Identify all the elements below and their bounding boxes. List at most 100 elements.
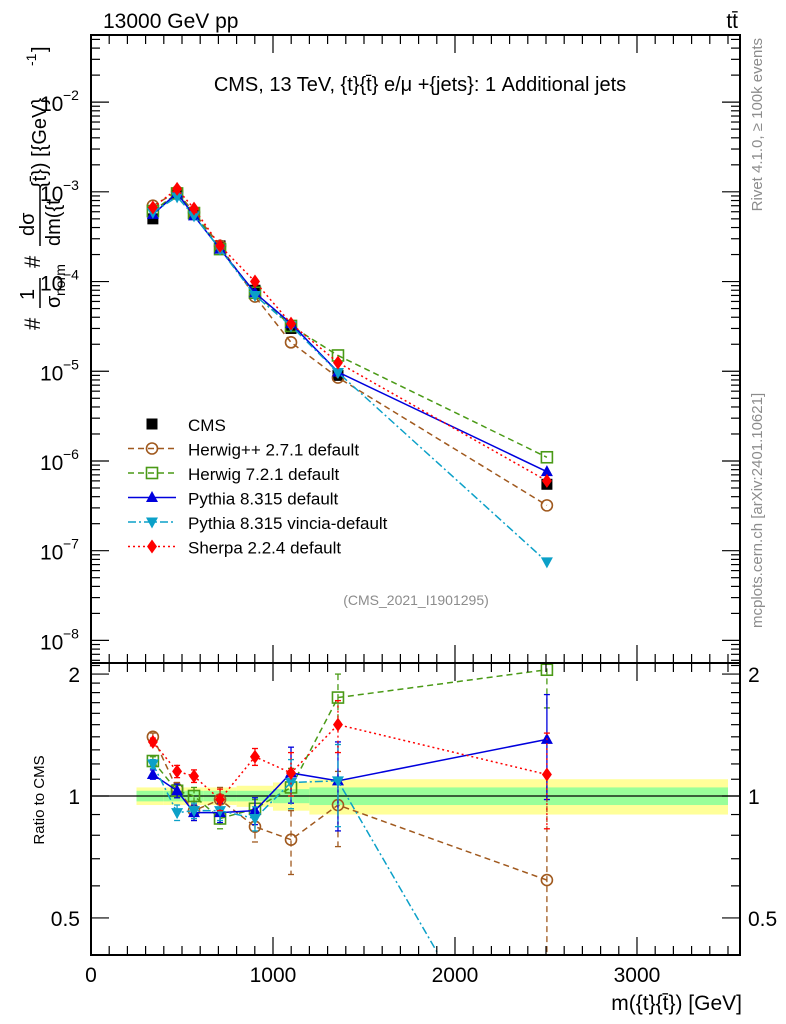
- legend-label: Pythia 8.315 default: [188, 490, 339, 509]
- ratio-y-tick-label-right: 2: [748, 664, 760, 687]
- ratio-point: [541, 767, 552, 782]
- y-tick-base: 10: [40, 93, 63, 116]
- ratio-y-tick-label-right: 1: [748, 786, 760, 809]
- data-point: [540, 557, 553, 569]
- data-point: [540, 450, 554, 464]
- y-tick-base: 10: [40, 452, 63, 475]
- y-label-exponent: -1: [23, 53, 39, 66]
- y-label-close-bracket: ]: [29, 46, 51, 52]
- series-pythia-8-315-vincia-default: [146, 192, 553, 569]
- data-point: [188, 211, 201, 223]
- legend-label: Pythia 8.315 vincia-default: [188, 514, 388, 533]
- ratio-y-tick-label: 0.5: [51, 908, 80, 931]
- data-point: [540, 465, 553, 477]
- x-tick-label: 0: [85, 964, 97, 987]
- x-tick-label: 1000: [250, 964, 297, 987]
- ratio-y-axis-label: Ratio to CMS: [31, 755, 48, 844]
- y-tick-base: 10: [40, 273, 63, 296]
- data-point: [215, 238, 226, 253]
- legend-entry: Pythia 8.315 default: [128, 490, 339, 509]
- y-tick-base: 10: [40, 631, 63, 654]
- y-tick-exponent: −2: [63, 87, 79, 103]
- ratio-point: [146, 768, 159, 780]
- ratio-series-sherpa-2-2-4-default: [147, 699, 552, 830]
- y-tick-label: 10 −5: [40, 356, 79, 385]
- legend-entry: Herwig++ 2.7.1 default: [128, 441, 359, 460]
- header-process-label: tt̄: [726, 10, 738, 33]
- header-energy-label: 13000 GeV pp: [103, 10, 238, 33]
- y-tick-base: 10: [40, 362, 63, 385]
- ratio-series-herwig-2-7-1-default: [146, 730, 554, 955]
- main-frame: [90, 34, 741, 664]
- ratio-point: [214, 806, 227, 818]
- ratio-point: [286, 765, 297, 780]
- ratio-y-tick-label: 1: [68, 786, 80, 809]
- y-label-dsigma: dσ: [17, 212, 39, 236]
- y-tick-label: 10 −3: [40, 177, 79, 206]
- ratio-point: [284, 833, 298, 847]
- y-tick-base: 10: [40, 183, 63, 206]
- y-tick-exponent: −7: [63, 536, 79, 552]
- y-tick-exponent: −4: [63, 267, 79, 283]
- ratio-point: [188, 806, 201, 818]
- data-point: [284, 336, 298, 349]
- legend-marker: [146, 491, 158, 502]
- legend-label: Herwig++ 2.7.1 default: [188, 441, 359, 460]
- y-label-hash-1: #: [20, 317, 45, 330]
- ratio-series-group: [91, 663, 740, 955]
- legend-label: Herwig 7.2.1 default: [188, 465, 339, 484]
- y-tick-exponent: −6: [63, 446, 79, 462]
- series-line: [152, 187, 548, 482]
- ratio-point: [540, 873, 554, 887]
- y-label-ttbar: {t̄}) [{GeV}: [29, 98, 51, 188]
- data-point: [171, 192, 184, 204]
- y-label-one: 1: [17, 289, 39, 300]
- main-y-axis-label: # 1 σ norm # dσ dm({t {t̄}) [{GeV} -1 ]: [17, 46, 68, 330]
- legend-marker: [145, 466, 159, 480]
- ratio-y-tick-label-right: 0.5: [748, 908, 777, 931]
- legend-entry: Herwig 7.2.1 default: [128, 465, 339, 484]
- x-tick-label: 2000: [432, 964, 479, 987]
- data-point: [540, 499, 554, 512]
- ratio-clipped-group: [91, 663, 740, 955]
- ratio-frame: [90, 662, 741, 956]
- legend-marker: [146, 418, 158, 430]
- ratio-point: [331, 691, 345, 704]
- ratio-point: [540, 663, 554, 677]
- y-tick-label: 10 −7: [40, 536, 79, 565]
- rivet-version-label: Rivet 4.1.0, ≥ 100k events: [749, 38, 766, 211]
- data-point: [541, 473, 552, 488]
- legend-marker: [145, 442, 159, 455]
- data-point: [189, 201, 200, 216]
- data-point: [172, 181, 183, 196]
- legend-label: Sherpa 2.2.4 default: [188, 539, 341, 558]
- data-point: [248, 290, 261, 302]
- y-tick-exponent: −8: [63, 625, 79, 641]
- series-line: [152, 195, 548, 563]
- legend-marker: [146, 517, 158, 529]
- legend-entry: Pythia 8.315 vincia-default: [128, 514, 388, 533]
- y-label-dm: dm({t: [43, 199, 65, 246]
- legend-label: CMS: [188, 416, 226, 435]
- y-tick-exponent: −5: [63, 356, 79, 372]
- ratio-point: [189, 769, 200, 784]
- ratio-point: [187, 789, 201, 803]
- y-tick-label: 10 −4: [40, 267, 79, 296]
- y-tick-label: 10 −8: [40, 625, 79, 654]
- ratio-point: [331, 776, 344, 788]
- plot-title: CMS, 13 TeV, {t}{t̄} e/μ +{jets}: 1 Addi…: [214, 74, 626, 96]
- ratio-y-tick-label: 2: [68, 664, 80, 687]
- legend-entry: CMS: [146, 416, 226, 435]
- legend: CMS Herwig++ 2.7.1 default Herwig 7.2.1 de…: [128, 416, 388, 558]
- ratio-point: [249, 749, 260, 764]
- y-tick-exponent: −3: [63, 177, 79, 193]
- data-point: [331, 367, 344, 379]
- ratio-point: [248, 813, 261, 825]
- ratio-point: [171, 784, 184, 796]
- analysis-id-label: (CMS_2021_I1901295): [343, 592, 489, 608]
- y-tick-label: 10 −6: [40, 446, 79, 475]
- legend-marker: [147, 539, 157, 554]
- ratio-point: [172, 764, 183, 779]
